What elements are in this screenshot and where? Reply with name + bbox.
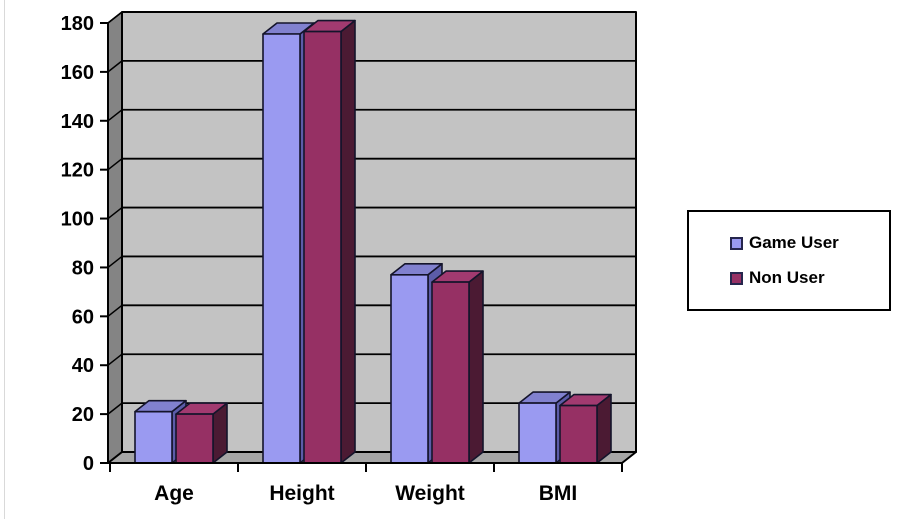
back-wall (121, 11, 637, 453)
category-label-bmi: BMI (539, 482, 578, 505)
bar-game-user-age (134, 410, 173, 464)
side-wall (107, 11, 123, 464)
bar-game-user-weight (390, 273, 429, 464)
legend-label-game-user: Game User (749, 233, 839, 252)
gridline-bevel-160 (107, 60, 123, 73)
legend-swatch-non-user (730, 271, 743, 285)
legend-swatch-game-user (730, 236, 743, 250)
bar-non-user-age (175, 413, 214, 464)
category-label-weight: Weight (395, 482, 465, 505)
bar-non-user-weight-side (468, 270, 484, 464)
y-tick-label-0: 0 (83, 453, 94, 475)
y-tick-label-60: 60 (72, 306, 94, 328)
bar-non-user-height-side (340, 19, 356, 464)
bar-non-user-height (303, 30, 342, 464)
y-tick-label-140: 140 (61, 111, 94, 133)
gridline-bevel-100 (107, 206, 123, 220)
gridline-bevel-60 (107, 304, 123, 317)
left-frame-line (4, 0, 5, 519)
gridline-bevel-180 (107, 11, 123, 24)
y-tick-label-180: 180 (61, 13, 94, 35)
legend-label-non-user: Non User (749, 268, 825, 287)
y-tick-label-40: 40 (72, 355, 94, 377)
bar-non-user-bmi (559, 404, 598, 464)
bar-game-user-bmi (518, 402, 557, 464)
y-tick-label-20: 20 (72, 404, 94, 426)
gridline-bevel-40 (107, 353, 123, 366)
y-tick-label-120: 120 (61, 160, 94, 182)
legend-item-non-user: Non User (730, 268, 889, 288)
gridline-bevel-80 (107, 255, 123, 269)
y-tick-label-80: 80 (72, 257, 94, 279)
category-label-height: Height (269, 482, 334, 505)
category-label-age: Age (154, 482, 194, 505)
bar-game-user-height (262, 33, 301, 464)
bar-non-user-weight (431, 281, 470, 464)
gridline-bevel-120 (107, 158, 123, 171)
gridline-bevel-140 (107, 109, 123, 122)
y-tick-label-100: 100 (61, 209, 94, 231)
legend-item-game-user: Game User (730, 233, 889, 253)
legend: Game User Non User (687, 210, 891, 311)
y-tick-label-160: 160 (61, 62, 94, 84)
gridline-bevel-20 (107, 402, 123, 415)
